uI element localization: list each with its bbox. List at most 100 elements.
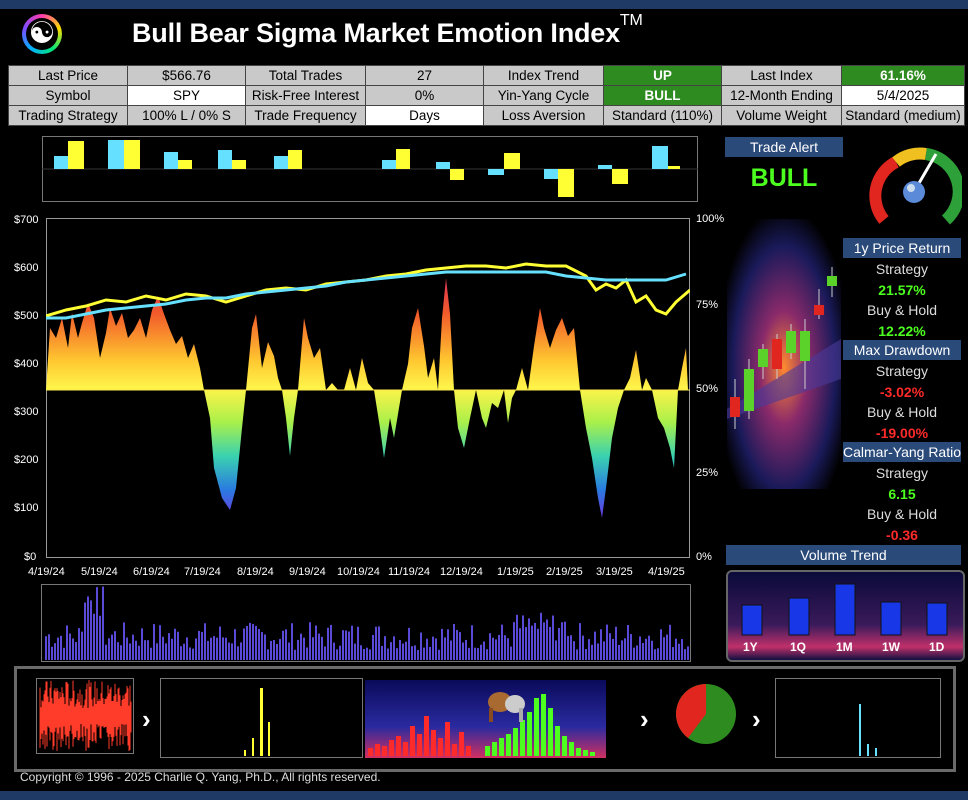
calmar-yang-header: Calmar-Yang Ratio [843, 442, 962, 462]
gauge-icon [869, 147, 962, 225]
volume-bar [279, 638, 281, 660]
volume-bar [528, 618, 530, 660]
y-right-tick: 0% [696, 551, 712, 563]
volume-bar [57, 637, 59, 660]
volume-bar [627, 624, 629, 660]
volume-bar [378, 626, 380, 660]
volume-bar [90, 600, 92, 660]
volume-bar [435, 638, 437, 660]
volume-bar [105, 644, 107, 660]
vt-label-1y[interactable]: 1Y [743, 640, 758, 654]
volume-bar [210, 637, 212, 660]
volume-bar [510, 646, 512, 660]
volume-bar [513, 622, 515, 660]
index-trend-value: UP [603, 65, 722, 86]
trading-strategy-value[interactable]: 100% L / 0% S [127, 105, 246, 126]
volume-bar [51, 646, 53, 660]
volume-bar [675, 638, 677, 660]
volume-bar [333, 642, 335, 660]
volume-bar [459, 632, 461, 660]
volume-bar [225, 637, 227, 660]
vt-label-1w[interactable]: 1W [882, 640, 900, 654]
volume-bar [255, 625, 257, 660]
chevron-right-icon: › [640, 704, 649, 734]
volume-bar [663, 637, 665, 660]
risk-free-label: Risk-Free Interest [245, 85, 366, 106]
vt-label-1m[interactable]: 1M [836, 640, 853, 654]
bear-bar [459, 732, 464, 756]
volume-bar [501, 624, 503, 660]
yin-yang-cycle-value: BULL [603, 85, 722, 106]
bull-bar [541, 694, 546, 756]
trade-frequency-select[interactable]: Days [365, 105, 484, 126]
volume-weight-value[interactable]: Standard (medium) [841, 105, 965, 126]
volume-bar [156, 643, 158, 660]
volume-bar [273, 639, 275, 660]
volume-bar [399, 640, 401, 660]
volume-bar [486, 649, 488, 660]
volume-bar [678, 643, 680, 660]
volume-trend-header: Volume Trend [726, 545, 961, 565]
x-tick: 7/19/24 [184, 566, 221, 578]
max-drawdown-strategy-value: -3.02% [879, 384, 925, 400]
loss-aversion-value[interactable]: Standard (110%) [603, 105, 722, 126]
bull-bar [534, 698, 539, 756]
volume-bar [285, 629, 287, 660]
symbol-input[interactable]: SPY [127, 85, 246, 106]
volume-bar [102, 586, 104, 660]
volume-bar [357, 626, 359, 660]
volume-bar [645, 638, 647, 660]
volume-bar [432, 636, 434, 660]
volume-bar [603, 641, 605, 660]
volume-bar [612, 638, 614, 660]
top-bar [0, 0, 968, 9]
y-left-tick: $500 [14, 310, 39, 322]
volume-bar [606, 624, 608, 660]
volume-bar [396, 648, 398, 660]
bull-bar [590, 752, 595, 756]
volume-bar [138, 645, 140, 660]
max-drawdown-header: Max Drawdown [843, 340, 961, 360]
volume-bar [270, 640, 272, 660]
trading-strategy-label: Trading Strategy [8, 105, 128, 126]
calmar-yang-buyhold-label: Buy & Hold [866, 506, 938, 522]
volume-bar [228, 642, 230, 660]
volume-bar [264, 634, 266, 660]
volume-bar [558, 627, 560, 660]
noise-signal-thumb [36, 678, 134, 754]
volume-bar [534, 622, 536, 660]
x-tick: 4/19/24 [28, 566, 65, 578]
volume-bar [252, 624, 254, 660]
loss-aversion-label: Loss Aversion [483, 105, 604, 126]
volume-bar [651, 640, 653, 660]
volume-bar [681, 639, 683, 660]
volume-bar [162, 636, 164, 660]
vt-label-1q[interactable]: 1Q [790, 640, 807, 654]
volume-bar [483, 641, 485, 660]
y-left-tick: $0 [24, 551, 37, 563]
bull-bar [485, 746, 490, 756]
chevron-right-icon: › [142, 704, 151, 734]
volume-bar [219, 626, 221, 660]
vt-label-1d[interactable]: 1D [929, 640, 945, 654]
volume-bar [315, 625, 317, 660]
volume-bar [537, 628, 539, 660]
volume-bar [288, 642, 290, 660]
yin-yang-icon: ☯ [22, 14, 62, 54]
volume-bar [441, 628, 443, 660]
volume-bar [684, 649, 686, 660]
strategy-line [46, 270, 687, 320]
bear-bar [424, 716, 429, 756]
volume-bar [114, 631, 116, 660]
volume-bar [411, 646, 413, 660]
month-ending-input[interactable]: 5/4/2025 [841, 85, 965, 106]
volume-bar [468, 647, 470, 660]
last-index-label: Last Index [721, 65, 842, 86]
volume-bar [111, 634, 113, 660]
volume-bar [342, 630, 344, 660]
volume-bar [519, 628, 521, 660]
x-tick: 1/19/25 [497, 566, 534, 578]
volume-bar [339, 645, 341, 660]
volume-bar [327, 627, 329, 660]
total-trades-label: Total Trades [245, 65, 366, 86]
